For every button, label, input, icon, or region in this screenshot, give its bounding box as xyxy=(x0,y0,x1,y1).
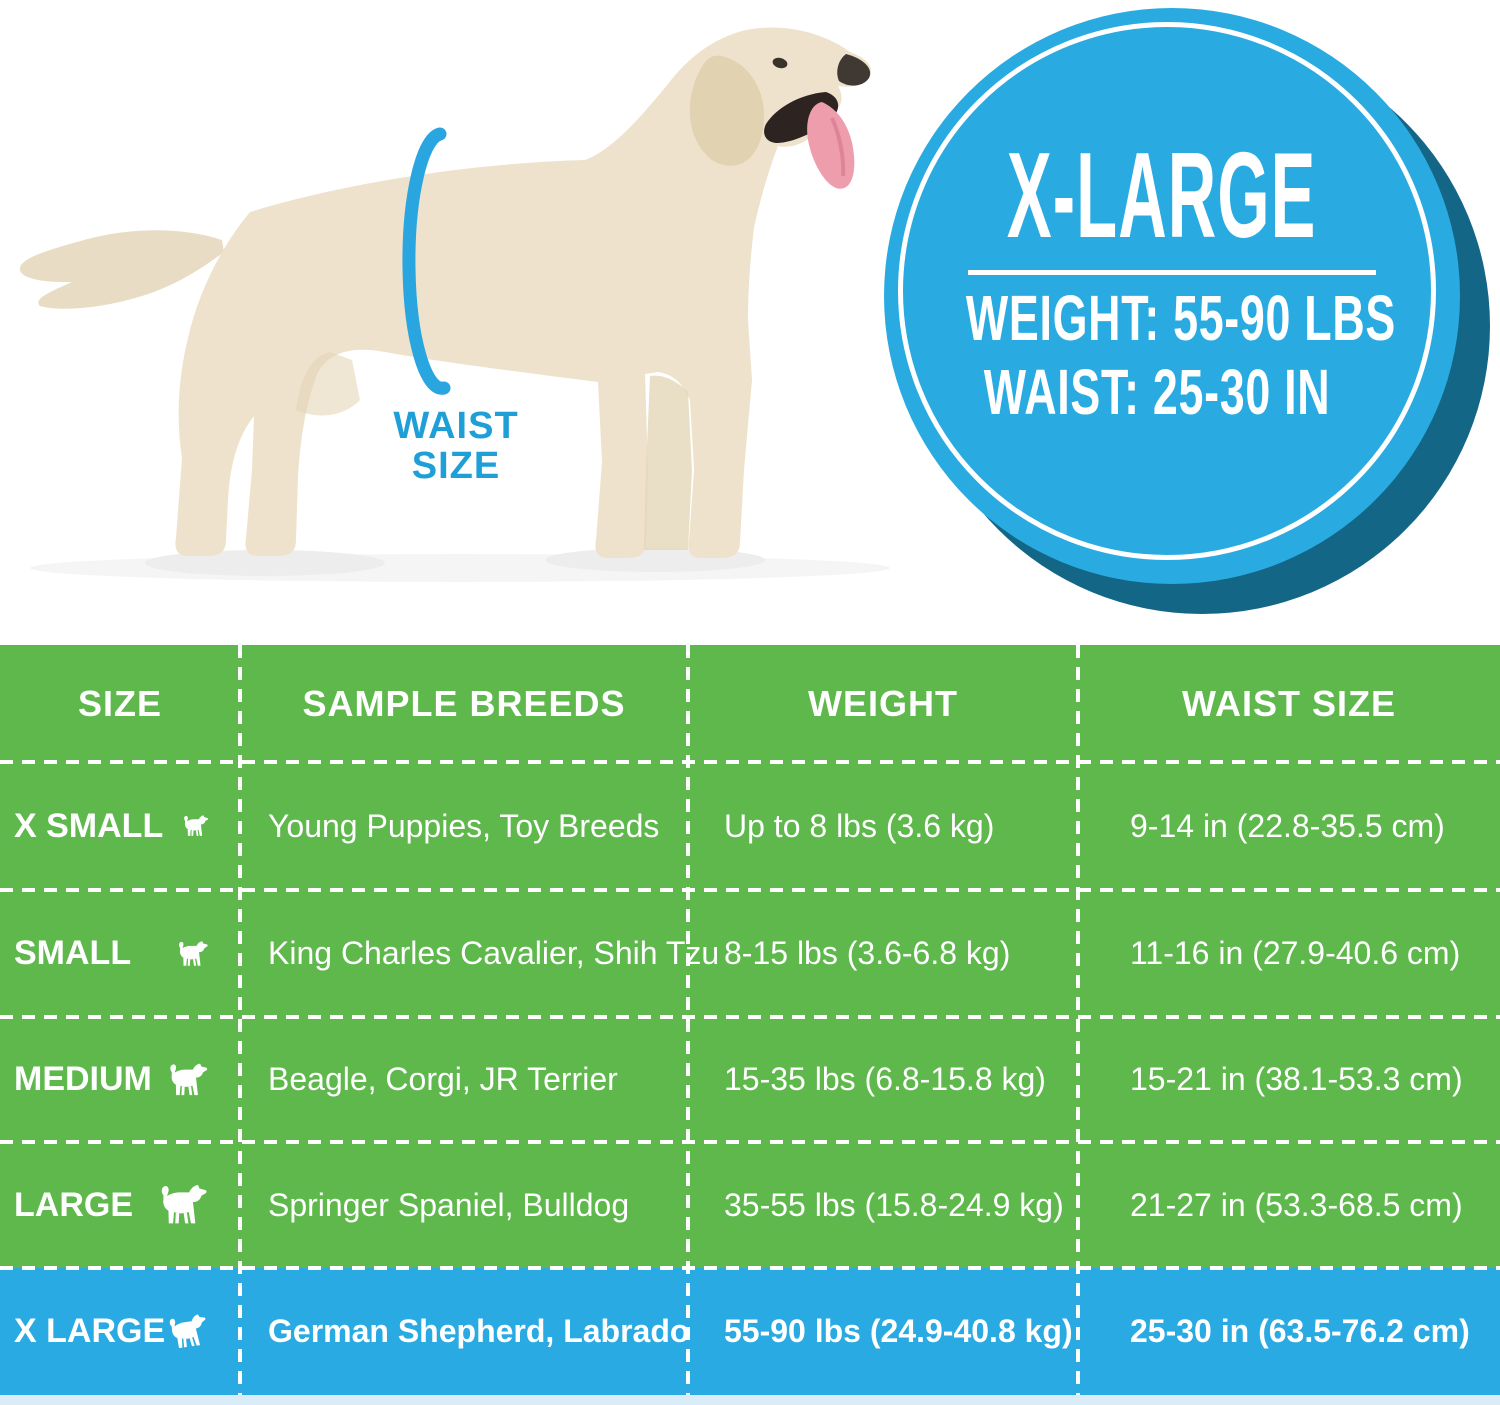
size-badge: X-LARGE WEIGHT: 55-90 LBS WAIST: 25-30 I… xyxy=(884,8,1490,614)
column-header-breeds: SAMPLE BREEDS xyxy=(302,682,626,724)
size-label: X LARGE xyxy=(14,1312,166,1350)
table-column-divider xyxy=(238,645,242,1395)
size-label: MEDIUM xyxy=(14,1060,152,1098)
table-row-xsmall-size: X SMALL xyxy=(0,762,240,890)
table-cell-breeds: King Charles Cavalier, Shih Tzu xyxy=(268,935,720,971)
table-row-small-size: SMALL xyxy=(0,890,240,1017)
badge-weight-line: WEIGHT: 55-90 LBS xyxy=(965,282,1397,354)
golden-retriever-illustration xyxy=(19,27,872,559)
table-cell-waist: 15-21 in (38.1-53.3 cm) xyxy=(1130,1061,1463,1097)
badge-divider xyxy=(968,270,1376,275)
table-cell-weight: 35-55 lbs (15.8-24.9 kg) xyxy=(724,1186,1064,1223)
table-row-divider xyxy=(0,760,1500,764)
table-row-divider xyxy=(0,1140,1500,1144)
column-header-waist: WAIST SIZE xyxy=(1181,682,1396,724)
footer-strip xyxy=(0,1395,1500,1405)
size-label: LARGE xyxy=(14,1185,133,1224)
medium-dog-icon xyxy=(164,1062,210,1098)
table-row-xlarge-size: X LARGE xyxy=(0,1268,240,1395)
table-column-divider xyxy=(1076,645,1080,1395)
table-cell-waist: 21-27 in (53.3-68.5 cm) xyxy=(1130,1186,1463,1223)
large-dog-icon xyxy=(154,1183,210,1227)
table-row-divider xyxy=(0,888,1500,892)
table-cell-weight: Up to 8 lbs (3.6 kg) xyxy=(724,807,995,844)
table-row-medium-size: MEDIUM xyxy=(0,1017,240,1142)
table-cell-waist: 11-16 in (27.9-40.6 cm) xyxy=(1130,935,1461,971)
table-cell-weight-highlighted: 55-90 lbs (24.9-40.8 kg) xyxy=(688,1268,1078,1395)
xsmall-dog-icon xyxy=(180,814,210,838)
table-cell-breeds: Young Puppies, Toy Breeds xyxy=(268,807,660,844)
size-table: SIZE SAMPLE BREEDS WEIGHT WAIST SIZE X S… xyxy=(0,645,1500,1395)
column-header-weight: WEIGHT xyxy=(808,682,958,724)
xlarge-dog-icon xyxy=(161,1299,214,1365)
table-cell-breeds-highlighted: German Shepherd, Labrador xyxy=(240,1268,702,1395)
table-row-divider xyxy=(0,1015,1500,1019)
badge-size-title: X-LARGE xyxy=(1006,127,1317,263)
table-row-divider xyxy=(0,1266,1500,1270)
waist-label-line1: WAIST xyxy=(393,405,518,447)
table-cell-weight: 15-35 lbs (6.8-15.8 kg) xyxy=(724,1061,1046,1097)
floor-shadow xyxy=(30,548,890,582)
table-column-divider xyxy=(686,645,690,1395)
table-cell-breeds: Beagle, Corgi, JR Terrier xyxy=(268,1061,618,1097)
table-cell-weight: 8-15 lbs (3.6-6.8 kg) xyxy=(724,935,1011,971)
hero-section: WAIST SIZE X-LARGE WEIGHT: 55-90 LBS WAI… xyxy=(0,0,1500,645)
dog-photo: WAIST SIZE xyxy=(19,27,890,582)
table-cell-waist-highlighted: 25-30 in (63.5-76.2 cm) xyxy=(1078,1268,1500,1395)
waist-measure-arc xyxy=(402,127,451,395)
table-cell-waist: 9-14 in (22.8-35.5 cm) xyxy=(1130,807,1445,844)
small-dog-icon xyxy=(174,940,210,968)
size-label: X SMALL xyxy=(14,806,164,845)
column-header-size: SIZE xyxy=(77,682,162,724)
table-row-large-size: LARGE xyxy=(0,1142,240,1268)
badge-waist-line: WAIST: 25-30 IN xyxy=(983,356,1331,428)
waist-size-label: WAIST SIZE xyxy=(393,405,518,487)
table-cell-breeds: Springer Spaniel, Bulldog xyxy=(268,1186,630,1223)
waist-label-line2: SIZE xyxy=(412,445,500,487)
badge-inner-ring xyxy=(898,22,1436,560)
size-label: SMALL xyxy=(14,934,132,972)
